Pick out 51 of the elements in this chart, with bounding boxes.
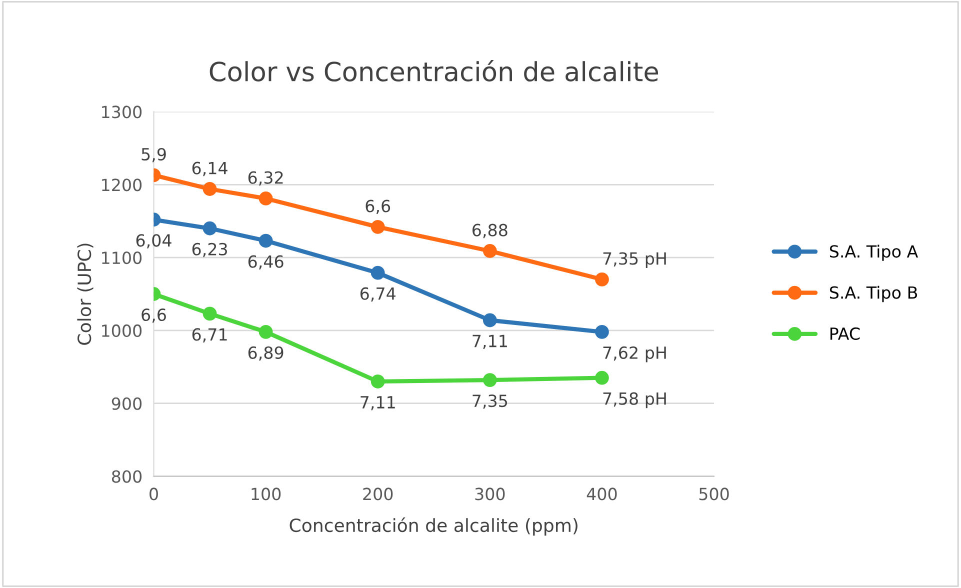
chart-title: Color vs Concentración de alcalite bbox=[210, 60, 658, 82]
y-axis-title: Color (UPC) bbox=[77, 244, 94, 345]
legend-label: S.A. Tipo B bbox=[830, 286, 918, 302]
y-tick-label: 1100 bbox=[102, 252, 142, 264]
annotation: 6,6 bbox=[366, 200, 390, 214]
annotation: 6,71 bbox=[192, 328, 227, 342]
x-tick-label: 300 bbox=[475, 488, 505, 500]
point bbox=[482, 244, 497, 258]
annotation: 7,35 bbox=[472, 394, 508, 409]
annotation: 6,23 bbox=[192, 242, 228, 258]
y-tick-label: 800 bbox=[112, 470, 142, 483]
annotation: 7,11 bbox=[472, 334, 507, 350]
x-tick-label: 500 bbox=[699, 488, 729, 500]
point bbox=[258, 324, 273, 339]
x-axis-title: Concentración de alcalite (ppm) bbox=[290, 517, 578, 536]
annotation: 6,46 bbox=[248, 255, 284, 270]
annotation: 6,6 bbox=[142, 308, 166, 323]
annotation: 6,32 bbox=[248, 171, 283, 186]
annotation: 6,74 bbox=[360, 287, 396, 302]
point bbox=[595, 370, 609, 385]
x-tick-label: 400 bbox=[586, 488, 617, 500]
annotation: 6,14 bbox=[192, 162, 228, 176]
legend-label: S.A. Tipo A bbox=[830, 244, 918, 261]
annotation: 5,9 bbox=[142, 148, 166, 162]
y-tick-label: 1000 bbox=[102, 324, 142, 338]
point bbox=[202, 221, 217, 236]
x-tick-label: 0 bbox=[150, 488, 158, 500]
annotation: 7,62 pH bbox=[603, 346, 666, 362]
point bbox=[595, 324, 609, 339]
point bbox=[202, 182, 217, 196]
point bbox=[482, 373, 497, 387]
x-tick-label: 200 bbox=[363, 488, 393, 500]
annotation: 7,11 bbox=[360, 396, 395, 410]
annotation: 7,35 pH bbox=[603, 252, 666, 268]
point bbox=[595, 272, 609, 286]
y-tick-label: 1300 bbox=[102, 106, 142, 118]
point bbox=[482, 313, 497, 328]
annotation: 6,88 bbox=[472, 224, 508, 238]
annotation: 6,89 bbox=[248, 346, 284, 361]
y-tick-label: 1200 bbox=[102, 178, 142, 192]
annotation: 6,04 bbox=[136, 234, 172, 248]
point bbox=[258, 234, 273, 248]
y-tick-label: 900 bbox=[112, 397, 142, 410]
point bbox=[202, 306, 217, 321]
x-tick-label: 100 bbox=[252, 488, 281, 500]
annotation: 7,58 pH bbox=[603, 392, 666, 408]
point bbox=[370, 220, 385, 234]
legend-label: PAC bbox=[830, 327, 860, 340]
point bbox=[258, 192, 273, 206]
point bbox=[370, 374, 385, 388]
point bbox=[370, 266, 385, 280]
